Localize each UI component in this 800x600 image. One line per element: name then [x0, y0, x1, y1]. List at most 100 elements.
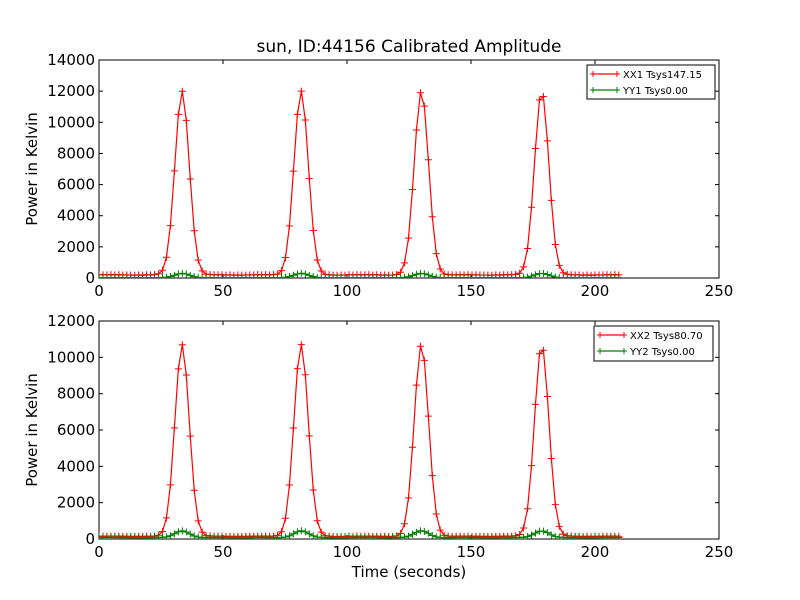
- data-point: [401, 533, 409, 539]
- x-tick-label: 100: [333, 543, 362, 561]
- data-point: [309, 486, 317, 494]
- data-point: [531, 144, 539, 152]
- data-point: [293, 365, 301, 373]
- data-point: [428, 213, 436, 221]
- data-point: [301, 528, 309, 536]
- series-yy2: [99, 527, 623, 539]
- data-point: [555, 261, 563, 269]
- data-point: [551, 532, 559, 539]
- data-point: [408, 530, 416, 538]
- y-tick-label: 0: [85, 530, 95, 548]
- x-tick-label: 150: [457, 543, 486, 561]
- plot-area: [99, 341, 623, 539]
- data-point: [432, 250, 440, 258]
- data-point: [285, 273, 293, 278]
- data-point: [524, 533, 532, 539]
- data-point: [162, 273, 170, 278]
- data-point: [436, 526, 444, 534]
- data-point: [301, 116, 309, 124]
- data-point: [428, 472, 436, 480]
- data-point: [432, 510, 440, 518]
- data-point: [281, 273, 289, 278]
- x-tick-label: 0: [94, 543, 104, 561]
- data-point: [293, 110, 301, 118]
- data-point: [182, 528, 190, 536]
- data-point: [178, 87, 186, 95]
- y-tick-label: 4000: [57, 207, 95, 225]
- data-point: [309, 226, 317, 234]
- data-point: [186, 175, 194, 183]
- data-point: [424, 529, 432, 537]
- data-point: [162, 533, 170, 539]
- series-line: [99, 91, 619, 276]
- series-xx1: [99, 87, 623, 278]
- data-point: [289, 271, 297, 278]
- data-point: [547, 272, 555, 278]
- data-point: [424, 412, 432, 420]
- data-point: [424, 156, 432, 164]
- data-point: [531, 400, 539, 408]
- data-point: [174, 270, 182, 278]
- data-point: [539, 269, 547, 277]
- data-point: [535, 350, 543, 358]
- x-tick-label: 50: [213, 282, 232, 300]
- data-point: [543, 529, 551, 537]
- data-point: [278, 267, 286, 275]
- data-point: [190, 273, 198, 278]
- y-axis-label: Power in Kelvin: [23, 373, 41, 487]
- y-axis-label: Power in Kelvin: [23, 112, 41, 226]
- data-point: [305, 432, 313, 440]
- data-point: [412, 381, 420, 389]
- data-point: [182, 270, 190, 278]
- data-point: [186, 530, 194, 538]
- data-point: [293, 270, 301, 278]
- legend: XX2 Tsys80.70 YY2 Tsys0.00: [593, 325, 714, 362]
- data-point: [535, 96, 543, 104]
- legend-marker: [597, 348, 603, 354]
- legend-marker: [614, 71, 620, 77]
- data-point: [520, 524, 528, 532]
- data-point: [162, 253, 170, 261]
- data-point: [293, 528, 301, 536]
- data-point: [615, 274, 623, 278]
- data-point: [424, 271, 432, 278]
- data-point: [166, 222, 174, 230]
- data-point: [190, 532, 198, 539]
- data-point: [166, 273, 174, 278]
- legend-box: [586, 64, 716, 100]
- data-point: [194, 517, 202, 525]
- data-point: [543, 137, 551, 145]
- data-point: [412, 528, 420, 536]
- legend-marker: [590, 87, 596, 93]
- data-point: [531, 529, 539, 537]
- data-point: [281, 514, 289, 522]
- data-point: [178, 341, 186, 349]
- y-tick-label: 10000: [47, 348, 95, 366]
- x-tick-label: 100: [333, 282, 362, 300]
- legend-marker: [597, 332, 603, 338]
- y-tick-label: 0: [85, 269, 95, 287]
- chart-title: sun, ID:44156 Calibrated Amplitude: [257, 37, 562, 57]
- data-point: [416, 342, 424, 350]
- data-point: [162, 514, 170, 522]
- x-tick-label: 200: [581, 282, 610, 300]
- y-tick-label: 2000: [57, 238, 95, 256]
- data-point: [405, 234, 413, 242]
- legend-box: [593, 325, 714, 362]
- data-point: [405, 273, 413, 278]
- data-point: [436, 265, 444, 273]
- data-point: [524, 273, 532, 278]
- legend-label: YY2 Tsys0.00: [629, 347, 695, 358]
- plot-area: [99, 87, 623, 278]
- data-point: [412, 126, 420, 134]
- series-line: [99, 344, 619, 538]
- top-panel: 0 50 100 150 200 250 0 2000 4000 6000 8000 10000 120…: [23, 51, 733, 300]
- data-point: [194, 256, 202, 264]
- legend-label: XX2 Tsys80.70: [630, 331, 703, 342]
- series-xx2: [99, 341, 623, 539]
- data-point: [543, 271, 551, 278]
- data-point: [305, 530, 313, 538]
- x-tick-label: 250: [705, 543, 734, 561]
- data-point: [401, 273, 409, 278]
- data-point: [186, 271, 194, 278]
